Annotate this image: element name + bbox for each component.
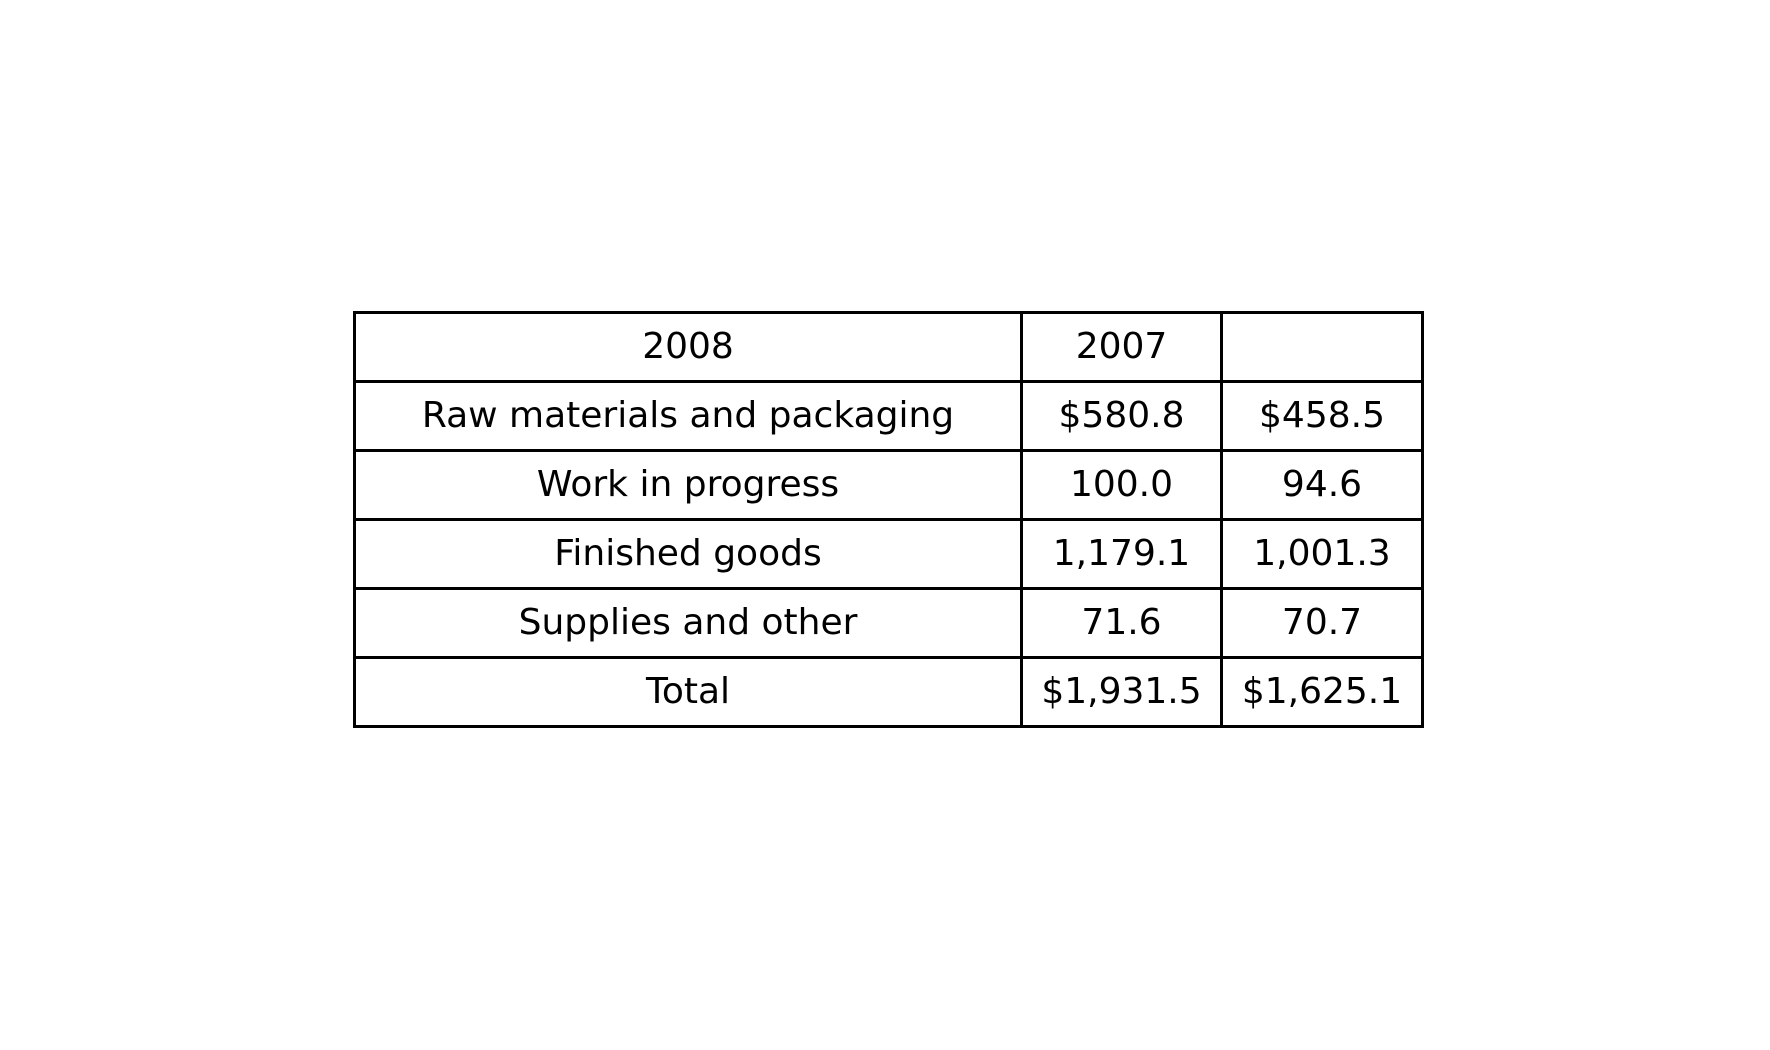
inventory-table: 2008 2007 Raw materials and packaging $580.…: [353, 311, 1424, 728]
header-cell: 2008: [353, 311, 1023, 383]
value-cell: 100.0: [1020, 449, 1223, 521]
row-label-cell: Total: [353, 656, 1023, 728]
table-row: Finished goods 1,179.1 1,001.3: [353, 518, 1424, 590]
header-cell: 2007: [1020, 311, 1223, 383]
value-cell: 94.6: [1220, 449, 1424, 521]
value-cell: $580.8: [1020, 380, 1223, 452]
value-cell: $1,625.1: [1220, 656, 1424, 728]
value-cell: 70.7: [1220, 587, 1424, 659]
value-cell: 1,179.1: [1020, 518, 1223, 590]
row-label-cell: Work in progress: [353, 449, 1023, 521]
table-row: Total $1,931.5 $1,625.1: [353, 656, 1424, 728]
header-row: 2008 2007: [353, 311, 1424, 383]
value-cell: 1,001.3: [1220, 518, 1424, 590]
header-cell: [1220, 311, 1424, 383]
value-cell: $458.5: [1220, 380, 1424, 452]
table-container: 2008 2007 Raw materials and packaging $580.…: [353, 311, 1424, 728]
table-row: Work in progress 100.0 94.6: [353, 449, 1424, 521]
table-body: 2008 2007 Raw materials and packaging $580.…: [353, 311, 1424, 728]
value-cell: $1,931.5: [1020, 656, 1223, 728]
table-row: Supplies and other 71.6 70.7: [353, 587, 1424, 659]
value-cell: 71.6: [1020, 587, 1223, 659]
table-row: Raw materials and packaging $580.8 $458.5: [353, 380, 1424, 452]
row-label-cell: Finished goods: [353, 518, 1023, 590]
row-label-cell: Supplies and other: [353, 587, 1023, 659]
row-label-cell: Raw materials and packaging: [353, 380, 1023, 452]
